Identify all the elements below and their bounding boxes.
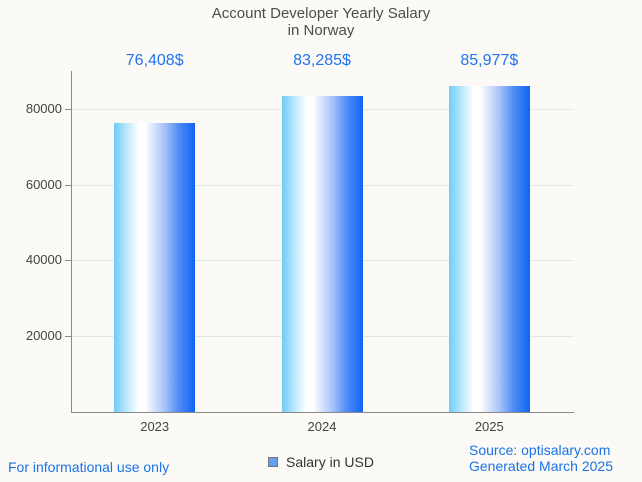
bar-value-label: 83,285$ (293, 52, 351, 69)
bar-2025[interactable] (448, 86, 530, 412)
generated-text: Generated March 2025 (469, 457, 613, 474)
legend-swatch-icon (268, 457, 279, 467)
bar-2024[interactable] (281, 96, 363, 412)
source-block: Source: optisalary.com Generated March 2… (469, 442, 613, 474)
chart-title-line2: in Norway (287, 22, 355, 39)
y-tick-mark (65, 336, 71, 338)
y-tick-mark (65, 108, 71, 110)
y-axis-tick-label: 60000 (25, 176, 62, 192)
chart-title-line1: Account Developer Yearly Salary (211, 5, 431, 22)
bar-2023[interactable] (114, 122, 196, 412)
legend-label: Salary in USD (286, 454, 374, 470)
y-tick-mark (65, 184, 71, 186)
y-axis-tick-label: 40000 (25, 252, 62, 268)
y-axis-tick-label: 20000 (25, 328, 62, 344)
y-axis-tick-label: 80000 (25, 100, 62, 116)
y-axis-line (71, 71, 72, 412)
source-text: Source: optisalary.com (469, 442, 611, 458)
chart-title: Account Developer Yearly Salary in Norwa… (0, 5, 642, 39)
bar-value-label: 85,977$ (460, 52, 519, 69)
x-axis-category-label: 2024 (307, 419, 337, 434)
y-tick-mark (65, 260, 71, 262)
x-axis-category-label: 2023 (140, 419, 170, 434)
disclaimer-text: For informational use only (8, 459, 170, 475)
bar-value-label: 76,408$ (125, 52, 184, 69)
legend: Salary in USD (0, 454, 642, 470)
x-axis-line (71, 412, 574, 413)
x-axis-category-label: 2025 (474, 419, 504, 434)
